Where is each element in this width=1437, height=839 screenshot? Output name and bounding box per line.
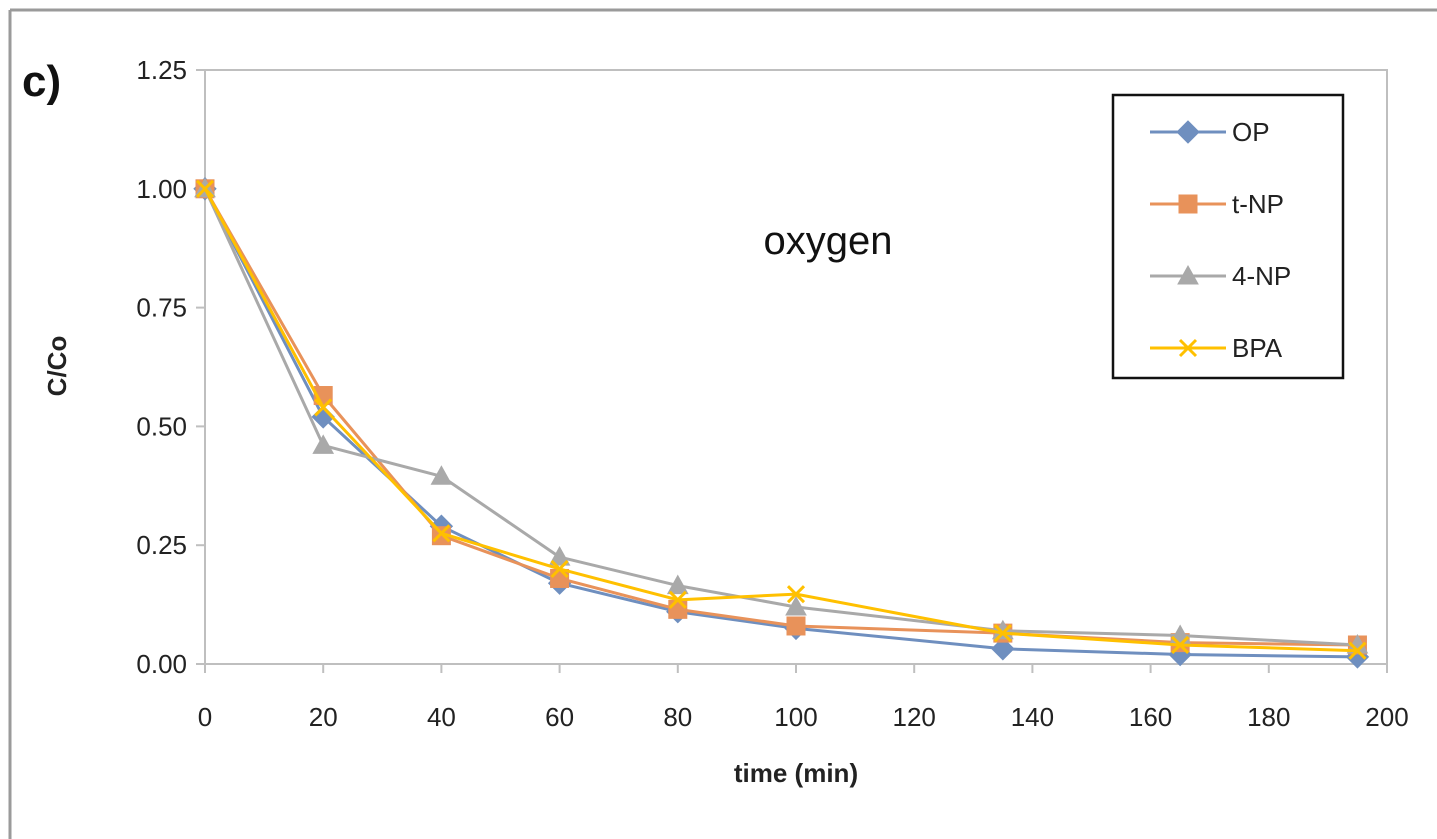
legend-label: 4-NP (1232, 261, 1291, 291)
data-point-t-np (550, 568, 570, 588)
data-point-t-np (786, 616, 806, 636)
x-tick-label: 180 (1247, 702, 1290, 732)
data-point-4-np (548, 546, 571, 566)
data-point-bpa (432, 524, 451, 543)
legend-item-4-np: 4-NP (1150, 261, 1291, 291)
x-tick-label: 60 (545, 702, 574, 732)
data-point-bpa (1348, 641, 1367, 660)
x-tick-label: 140 (1011, 702, 1054, 732)
data-point-4-np (666, 574, 689, 595)
data-point-4-np (430, 465, 453, 485)
data-point-4-np (785, 595, 807, 616)
data-point-bpa (550, 559, 569, 579)
legend-marker-op (1176, 120, 1200, 144)
x-tick-label: 40 (427, 702, 456, 732)
x-tick-label: 80 (663, 702, 692, 732)
x-tick-label: 100 (774, 702, 817, 732)
y-tick-label: 1.00 (136, 174, 187, 204)
y-axis-title: C/Co (42, 336, 72, 397)
panel-label: c) (22, 57, 61, 106)
legend-label: BPA (1232, 333, 1283, 363)
x-tick-label: 20 (309, 702, 338, 732)
legend-label: t-NP (1232, 189, 1284, 219)
series-layer (193, 177, 1370, 669)
x-tick-label: 200 (1365, 702, 1408, 732)
legend-item-t-np: t-NP (1150, 189, 1284, 219)
legend-box (1111, 93, 1345, 380)
y-tick-label: 0.00 (136, 649, 187, 679)
legend-item-op: OP (1150, 117, 1270, 147)
y-axis: 0.00 0.25 0.50 0.75 1.00 1.25 (136, 55, 205, 679)
data-point-bpa (1171, 635, 1190, 655)
x-tick-label: 160 (1129, 702, 1172, 732)
data-point-op (991, 637, 1015, 661)
data-point-bpa (668, 590, 687, 609)
data-point-bpa (314, 398, 333, 417)
y-tick-label: 0.25 (136, 530, 187, 560)
legend-marker-bpa (1178, 338, 1198, 358)
x-tick-label: 120 (893, 702, 936, 732)
data-point-bpa (993, 624, 1012, 643)
data-point-bpa (786, 585, 806, 604)
series-bpa (195, 179, 1367, 660)
data-point-t-np (668, 599, 688, 619)
legend-item-bpa: BPA (1150, 333, 1283, 363)
y-tick-label: 1.25 (136, 55, 187, 85)
legend: OP t-NP 4-NP BPA (1150, 117, 1291, 363)
x-axis: 0 20 40 60 80 100 120 140 160 180 200 (198, 664, 1409, 732)
legend-marker-4-np (1177, 264, 1199, 285)
x-axis-title: time (min) (734, 758, 858, 788)
legend-label: OP (1232, 117, 1270, 147)
data-point-4-np (312, 434, 335, 454)
x-tick-label: 0 (198, 702, 212, 732)
oxygen-annotation: oxygen (764, 219, 893, 263)
data-point-bpa (195, 179, 215, 198)
legend-marker-t-np (1178, 194, 1198, 214)
y-tick-label: 0.50 (136, 411, 187, 441)
y-tick-label: 0.75 (136, 293, 187, 323)
